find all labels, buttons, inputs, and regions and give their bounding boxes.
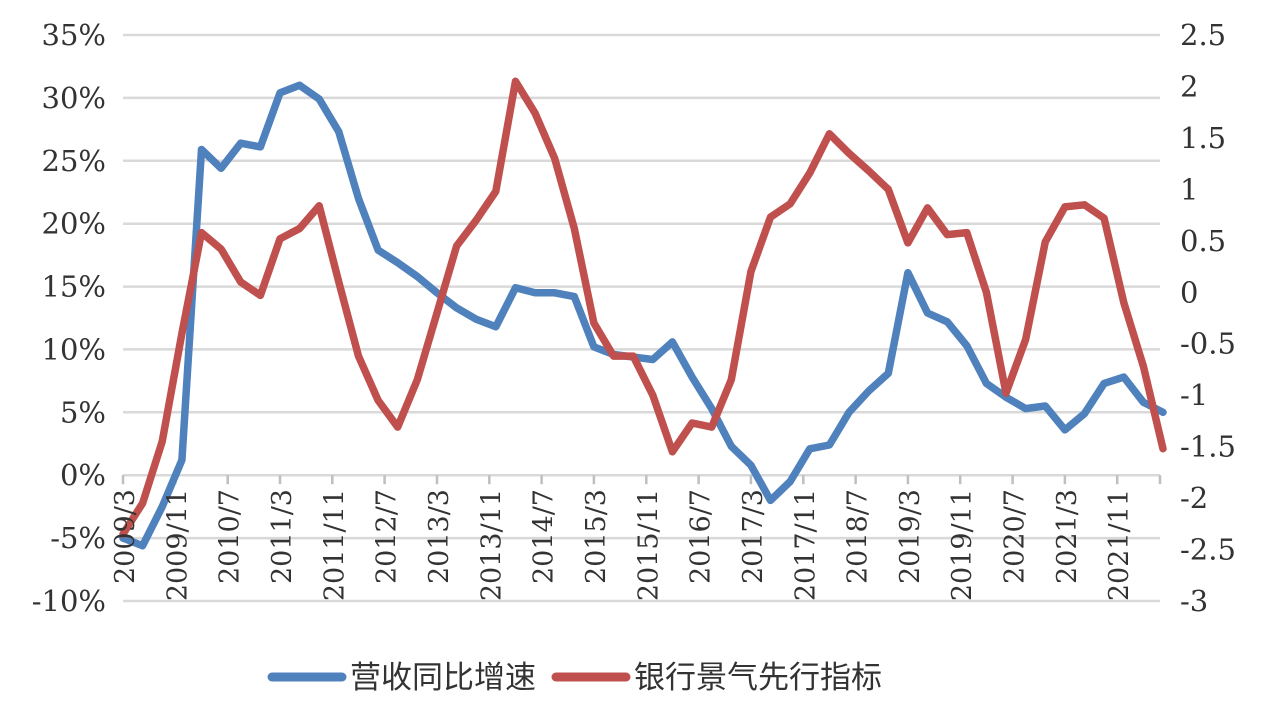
- right-axis-tick-label: 0.5: [1180, 224, 1226, 258]
- x-axis-tick-label: 2011/11: [319, 489, 350, 601]
- x-axis-tick-label: 2015/11: [633, 489, 664, 601]
- legend-label: 银行景气先行指标: [634, 660, 882, 696]
- x-axis-tick-label: 2010/7: [215, 489, 246, 584]
- x-axis-tick-label: 2020/7: [1000, 489, 1031, 584]
- right-axis-tick-label: -1: [1180, 378, 1208, 412]
- x-axis-tick-label: 2019/11: [947, 489, 978, 601]
- right-axis-tick-label: -0.5: [1180, 327, 1236, 361]
- x-axis-tick-label: 2013/11: [476, 489, 507, 601]
- left-axis-tick-label: 30%: [42, 81, 106, 115]
- right-axis-labels: 2.5 2 1.5 1 0.5 0 -0.5 -1 -1.5 -2 -2.5 -3: [1180, 18, 1236, 618]
- x-axis-tick-label: 2017/3: [738, 489, 769, 584]
- legend-item: 银行景气先行指标: [551, 660, 882, 696]
- left-axis-labels: 35% 30% 25% 20% 15% 10% 5% 0% -5% -10%: [32, 18, 106, 618]
- legend: 营收同比增速 银行景气先行指标: [267, 660, 882, 696]
- left-axis-tick-label: -10%: [32, 584, 106, 618]
- x-axis-ticks: [121, 475, 1162, 485]
- left-axis-tick-label: 15%: [42, 270, 106, 304]
- left-axis-tick-label: 5%: [60, 395, 106, 429]
- x-axis-tick-label: 2011/3: [267, 489, 298, 584]
- right-axis-tick-label: -2.5: [1180, 533, 1236, 567]
- left-axis-tick-label: 20%: [42, 207, 106, 241]
- x-axis-tick-label: 2013/3: [424, 489, 455, 584]
- right-axis-tick-label: 2.5: [1180, 18, 1226, 52]
- x-axis-labels: 2009/3 2009/11 2010/7 2011/3 2011/11 2012/7 20…: [110, 489, 1135, 601]
- x-axis-tick-label: 2021/3: [1052, 489, 1083, 584]
- left-axis-tick-label: 25%: [42, 144, 106, 178]
- right-axis-tick-label: -3: [1180, 584, 1208, 618]
- x-axis-tick-label: 2019/3: [895, 489, 926, 584]
- left-axis-tick-label: 0%: [60, 458, 106, 492]
- right-axis-tick-label: 2: [1180, 70, 1198, 104]
- legend-label: 营收同比增速: [350, 660, 536, 696]
- right-axis-tick-label: 1.5: [1180, 121, 1226, 155]
- legend-item: 营收同比增速: [267, 660, 536, 696]
- gridlines: [123, 33, 1160, 603]
- left-axis-tick-label: 10%: [42, 332, 106, 366]
- left-axis-tick-label: -5%: [50, 521, 106, 555]
- right-axis-tick-label: 1: [1180, 172, 1198, 206]
- right-axis-tick-label: -2: [1180, 481, 1208, 515]
- right-axis-tick-label: 0: [1180, 275, 1198, 309]
- x-axis-tick-label: 2015/3: [581, 489, 612, 584]
- x-axis-tick-label: 2009/3: [110, 489, 141, 584]
- x-axis-tick-label: 2021/11: [1104, 489, 1135, 601]
- leading-indicator-line: [119, 77, 1167, 538]
- x-axis-tick-label: 2009/11: [162, 489, 193, 601]
- x-axis-tick-label: 2016/7: [686, 489, 717, 584]
- right-axis-tick-label: -1.5: [1180, 430, 1236, 464]
- x-axis-tick-label: 2018/7: [843, 489, 874, 584]
- x-axis-tick-label: 2012/7: [372, 489, 403, 584]
- left-axis-tick-label: 35%: [42, 18, 106, 52]
- x-axis-tick-label: 2017/11: [790, 489, 821, 601]
- revenue-growth-line: [119, 81, 1167, 550]
- x-axis-tick-label: 2014/7: [529, 489, 560, 584]
